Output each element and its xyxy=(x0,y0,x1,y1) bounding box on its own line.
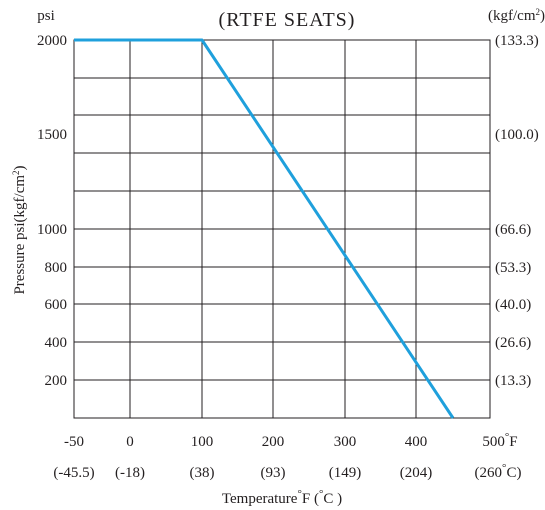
x-tick-label: 0 xyxy=(126,434,134,450)
y-tick-label-psi: 200 xyxy=(45,373,68,389)
x-tick-label-celsius: (149) xyxy=(329,465,362,481)
y-tick-label-psi: 2000 xyxy=(37,33,67,49)
y-tick-label-kgf: (40.0) xyxy=(495,297,531,313)
chart-title: (RTFE SEATS) xyxy=(219,9,356,31)
pressure-temperature-line xyxy=(74,38,455,419)
x-tick-label-celsius: (260°C) xyxy=(475,462,522,481)
x-tick-label-celsius: (-18) xyxy=(115,465,145,481)
y-tick-label-kgf: (13.3) xyxy=(495,373,531,389)
y-tick-label-psi: 1000 xyxy=(37,222,67,238)
x-tick-label-celsius: (-45.5) xyxy=(53,465,94,481)
y-tick-label-kgf: (26.6) xyxy=(495,335,531,351)
y-tick-label-psi: 400 xyxy=(45,335,68,351)
y-tick-label-psi: 600 xyxy=(45,297,68,313)
x-axis-title: Temperature°F (°C ) xyxy=(222,488,342,507)
y-tick-label-kgf: (100.0) xyxy=(495,127,539,143)
y-axis-title: Pressure psi(kgf/cm2) xyxy=(11,165,28,294)
y-tick-label-kgf: (133.3) xyxy=(495,33,539,49)
x-tick-label: 200 xyxy=(262,434,285,450)
x-tick-label: 400 xyxy=(405,434,428,450)
left-unit-label: psi xyxy=(37,8,55,24)
x-tick-labels-celsius: (-45.5) (-18) (38) (93) (149) (204) (260°C) xyxy=(53,462,521,481)
y-tick-labels-kgf: (133.3) (100.0) (66.6) (53.3) (40.0) (26.6) (1… xyxy=(495,33,539,389)
x-tick-label: 100 xyxy=(191,434,214,450)
y-tick-label-kgf: (53.3) xyxy=(495,260,531,276)
x-tick-label-celsius: (204) xyxy=(400,465,433,481)
y-tick-label-psi: 800 xyxy=(45,260,68,276)
plot-grid xyxy=(73,39,491,419)
right-unit-label: (kgf/cm2) xyxy=(488,7,545,24)
data-series xyxy=(74,38,455,419)
x-tick-label: 500°F xyxy=(482,431,517,450)
x-tick-label: -50 xyxy=(64,434,84,450)
y-tick-label-kgf: (66.6) xyxy=(495,222,531,238)
x-tick-label-celsius: (38) xyxy=(190,465,215,481)
y-tick-label-psi: 1500 xyxy=(37,127,67,143)
x-tick-label-celsius: (93) xyxy=(261,465,286,481)
x-tick-labels: -50 0 100 200 300 400 500°F xyxy=(64,431,518,450)
y-tick-labels-psi: 2000 1500 1000 800 600 400 200 xyxy=(37,33,67,389)
x-tick-label: 300 xyxy=(334,434,357,450)
